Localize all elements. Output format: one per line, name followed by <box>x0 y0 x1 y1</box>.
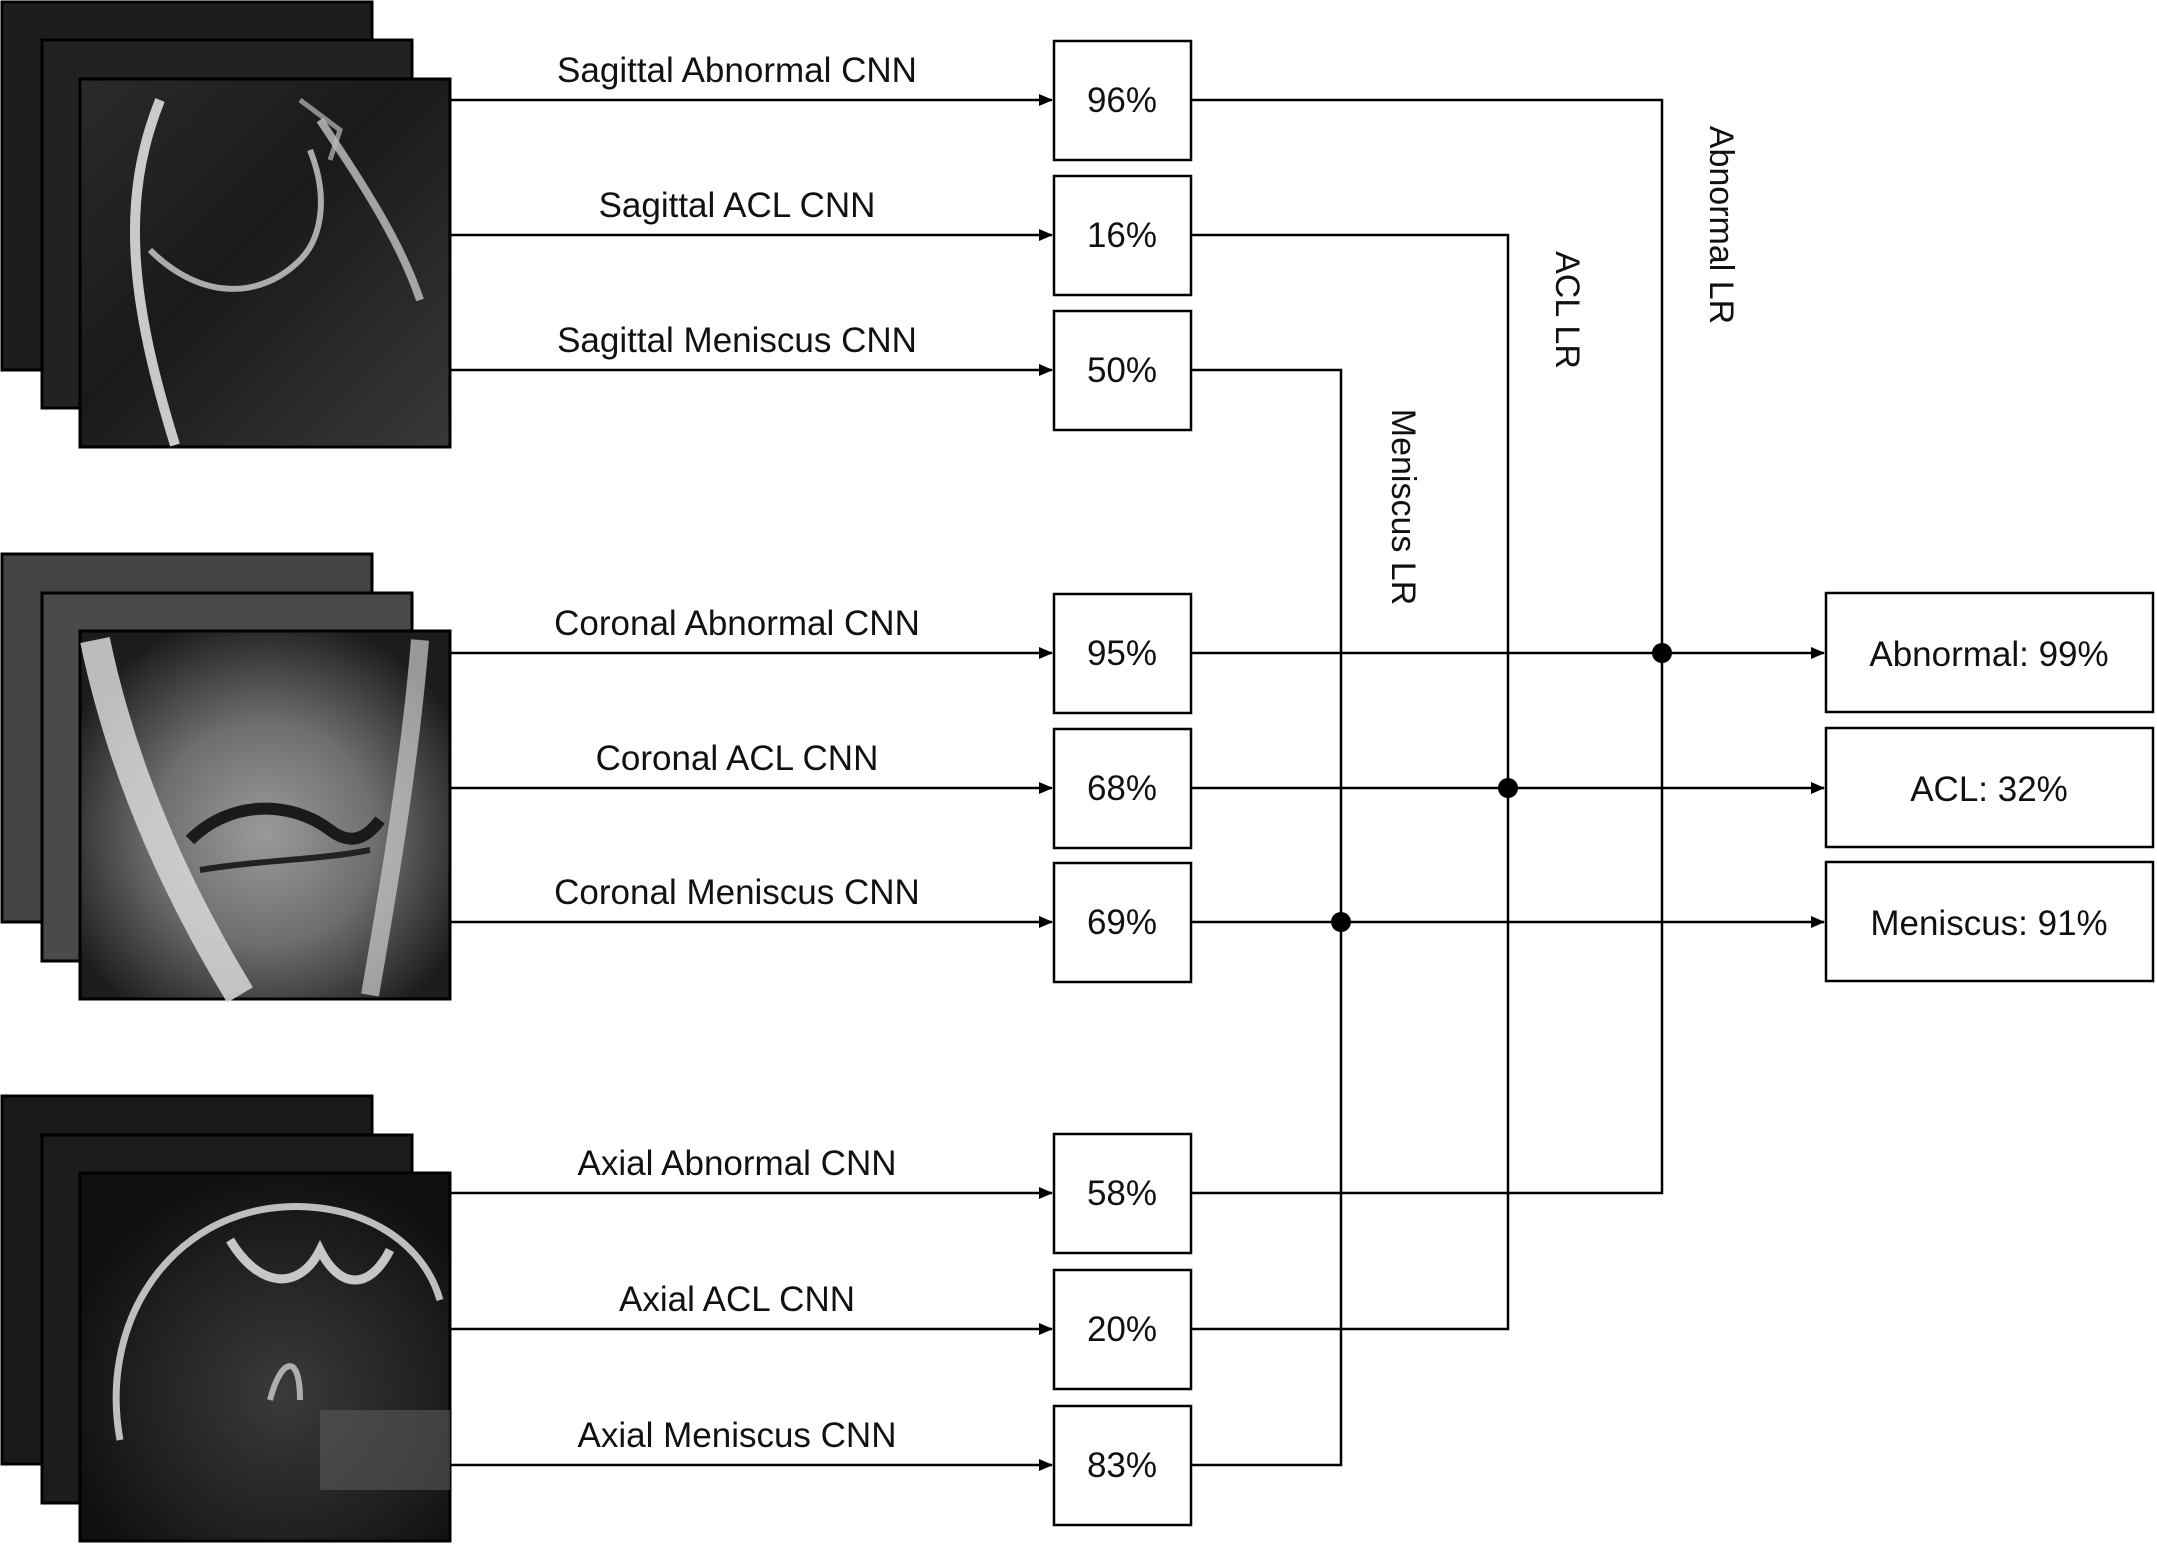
meniscus-lr-wiring <box>1191 368 1343 1467</box>
cnn-row: Coronal Meniscus CNN 69% <box>450 861 1193 984</box>
cnn-probability-box <box>1052 1404 1193 1527</box>
axial-mri-stack <box>0 1094 452 1543</box>
coronal-mri-stack <box>0 552 452 1003</box>
cnn-label: Axial Meniscus CNN <box>578 1416 897 1455</box>
cnn-probability: 68% <box>1087 769 1157 808</box>
cnn-label: Coronal ACL CNN <box>596 739 879 778</box>
cnn-probability-box <box>1052 39 1193 162</box>
cnn-probability-box <box>1052 1268 1193 1391</box>
cnn-probability-box <box>1052 309 1193 432</box>
cnn-row: Sagittal Abnormal CNN 96% <box>450 39 1193 162</box>
output-abnormal-text: Abnormal: 99% <box>1869 635 2108 674</box>
cnn-label: Sagittal Abnormal CNN <box>557 51 917 90</box>
cnn-row: Sagittal Meniscus CNN 50% <box>450 309 1193 432</box>
cnn-probability: 69% <box>1087 903 1157 942</box>
output-acl-text: ACL: 32% <box>1910 770 2068 809</box>
abnormal-lr-label: Abnormal LR <box>1702 126 1740 324</box>
cnn-label: Coronal Abnormal CNN <box>554 604 920 643</box>
cnn-probability-box <box>1052 861 1193 984</box>
cnn-probability: 95% <box>1087 634 1157 673</box>
acl-lr-label: ACL LR <box>1548 251 1586 369</box>
meniscus-lr-label: Meniscus LR <box>1384 409 1422 606</box>
cnn-probability: 58% <box>1087 1174 1157 1213</box>
output-meniscus-text: Meniscus: 91% <box>1870 904 2107 943</box>
cnn-label: Coronal Meniscus CNN <box>554 873 920 912</box>
abnormal-lr-line <box>1191 98 1664 1195</box>
abnormal-lr-wiring <box>1191 98 1664 1195</box>
output-meniscus: Meniscus: 91% <box>1824 860 2155 983</box>
cnn-row: Sagittal ACL CNN 16% <box>450 174 1193 297</box>
cnn-probability-box <box>1052 592 1193 715</box>
cnn-row: Coronal Abnormal CNN 95% <box>450 592 1193 715</box>
cnn-probability: 20% <box>1087 1310 1157 1349</box>
cnn-label: Axial Abnormal CNN <box>578 1144 897 1183</box>
meniscus-lr-junction <box>1331 912 1351 932</box>
output-abnormal: Abnormal: 99% <box>1824 591 2155 714</box>
cnn-label: Axial ACL CNN <box>619 1280 855 1319</box>
cnn-row: Axial ACL CNN 20% <box>450 1268 1193 1391</box>
cnn-probability: 50% <box>1087 351 1157 390</box>
cnn-row: Axial Meniscus CNN 83% <box>450 1404 1193 1527</box>
acl-lr-wiring <box>1191 233 1510 1331</box>
cnn-row: Axial Abnormal CNN 58% <box>450 1132 1193 1255</box>
abnormal-lr-junction <box>1652 643 1672 663</box>
cnn-probability: 96% <box>1087 81 1157 120</box>
cnn-label: Sagittal Meniscus CNN <box>557 321 917 360</box>
acl-lr-junction <box>1498 778 1518 798</box>
cnn-probability: 83% <box>1087 1446 1157 1485</box>
cnn-row: Coronal ACL CNN 68% <box>450 727 1193 850</box>
acl-lr-line <box>1191 233 1510 1331</box>
sagittal-mri-stack <box>0 0 452 449</box>
cnn-probability-box <box>1052 1132 1193 1255</box>
cnn-probability-box <box>1052 727 1193 850</box>
cnn-rows: Sagittal Abnormal CNN 96% Sagittal ACL CNN… <box>450 39 1193 1527</box>
cnn-probability: 16% <box>1087 216 1157 255</box>
meniscus-lr-line <box>1191 368 1343 1467</box>
cnn-label: Sagittal ACL CNN <box>599 186 876 225</box>
output-acl: ACL: 32% <box>1824 726 2155 849</box>
cnn-probability-box <box>1052 174 1193 297</box>
